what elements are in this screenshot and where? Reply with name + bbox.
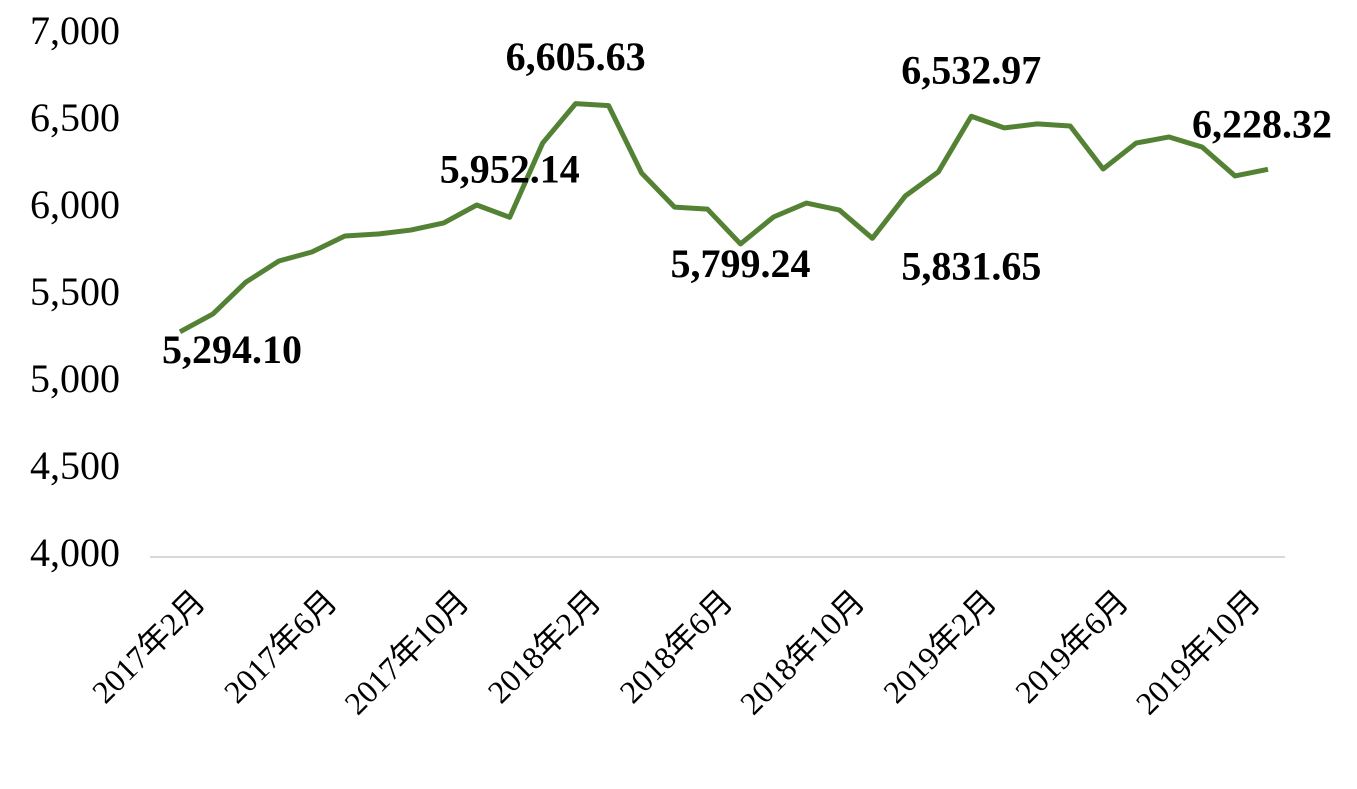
x-tick-label: 2019年10月 bbox=[1129, 583, 1268, 722]
x-tick-label: 2017年2月 bbox=[85, 583, 212, 710]
x-tick-label: 2019年6月 bbox=[1008, 583, 1135, 710]
y-tick-label: 5,000 bbox=[30, 356, 120, 401]
y-tick-label: 4,500 bbox=[30, 443, 120, 488]
line bbox=[178, 101, 1269, 335]
x-tick-label: 2019年2月 bbox=[876, 583, 1003, 710]
y-tick-label: 6,500 bbox=[30, 95, 120, 140]
data-label: 5,952.14 bbox=[440, 146, 580, 191]
data-label: 6,605.63 bbox=[506, 34, 646, 79]
data-label: 5,831.65 bbox=[901, 243, 1041, 288]
x-tick-label: 2017年10月 bbox=[337, 583, 476, 722]
y-tick-label: 5,500 bbox=[30, 269, 120, 314]
x-tick-label: 2017年6月 bbox=[217, 583, 344, 710]
x-tick-label: 2018年2月 bbox=[480, 583, 607, 710]
data-label: 6,228.32 bbox=[1192, 101, 1332, 146]
x-tick-label: 2018年10月 bbox=[733, 583, 872, 722]
data-label: 6,532.97 bbox=[901, 47, 1041, 92]
y-tick-label: 6,000 bbox=[30, 182, 120, 227]
data-label: 5,799.24 bbox=[670, 241, 810, 286]
data-label: 5,294.10 bbox=[162, 327, 302, 372]
x-tick-label: 2018年6月 bbox=[612, 583, 739, 710]
y-tick-label: 7,000 bbox=[30, 8, 120, 53]
y-tick-label: 4,000 bbox=[30, 530, 120, 575]
